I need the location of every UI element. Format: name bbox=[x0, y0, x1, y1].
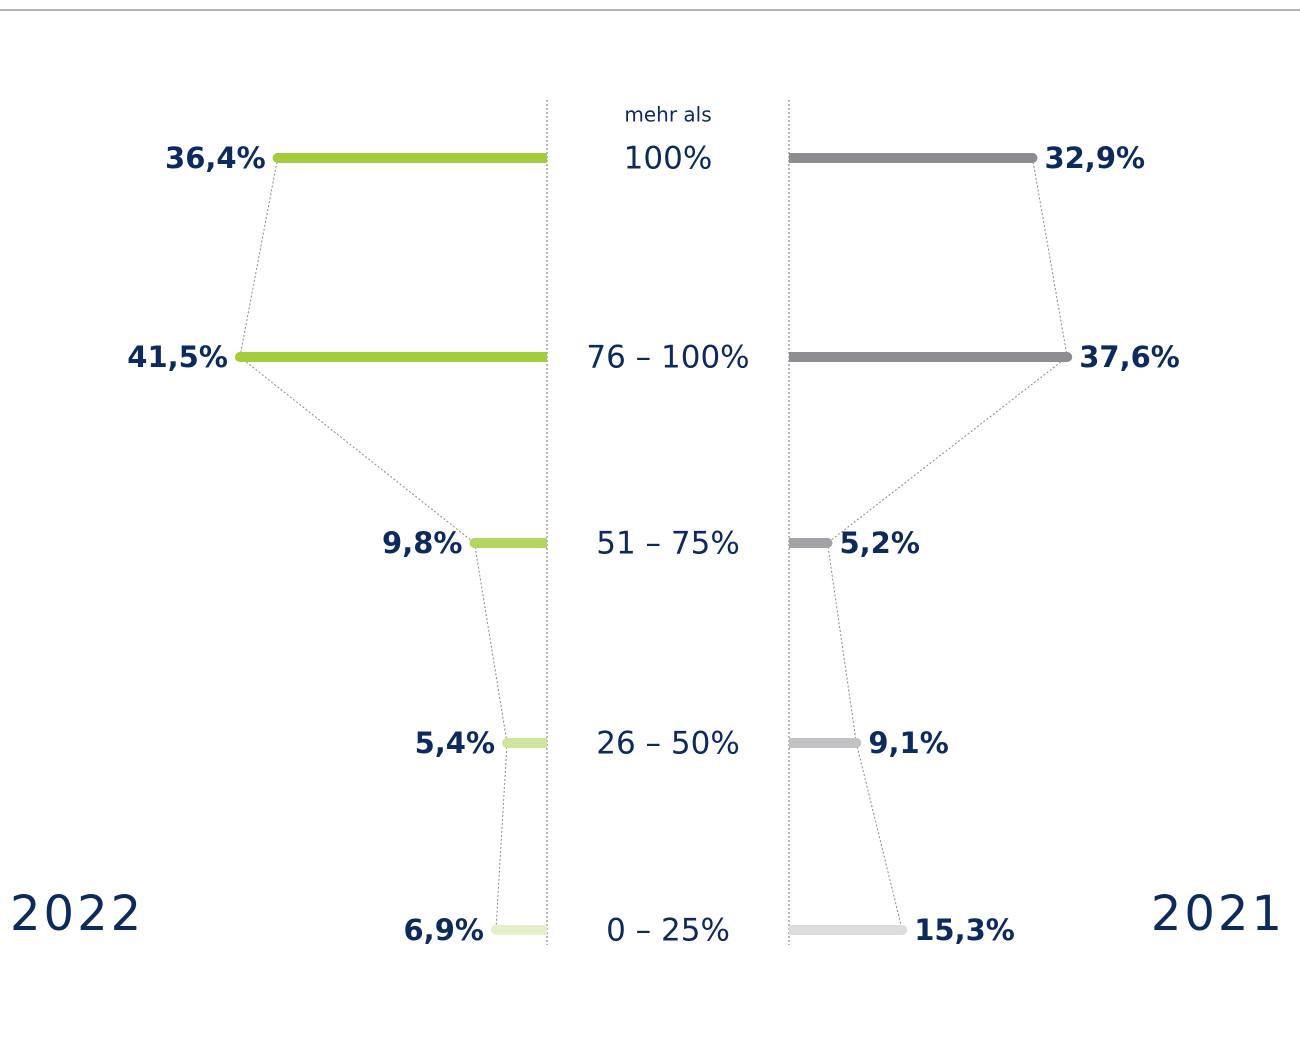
bar bbox=[272, 153, 547, 163]
bar-base bbox=[789, 925, 799, 935]
bar bbox=[490, 925, 547, 935]
bar bbox=[469, 538, 547, 548]
connector bbox=[239, 157, 279, 358]
connector bbox=[239, 356, 475, 544]
value-label: 9,1% bbox=[868, 726, 948, 760]
category-label: 100% bbox=[624, 141, 713, 177]
series-label: 2022 bbox=[10, 886, 144, 942]
value-label: 6,9% bbox=[404, 913, 484, 947]
category-label: 0 – 25% bbox=[606, 913, 730, 949]
value-label: 15,3% bbox=[914, 913, 1015, 947]
bar bbox=[234, 352, 547, 362]
connector bbox=[473, 542, 508, 744]
category-label: 51 – 75% bbox=[596, 526, 740, 562]
bar bbox=[789, 153, 1038, 163]
category-label: 26 – 50% bbox=[596, 726, 740, 762]
bar-base bbox=[789, 153, 799, 163]
bar bbox=[789, 538, 833, 548]
bar-base bbox=[789, 352, 799, 362]
value-label: 5,2% bbox=[839, 526, 919, 560]
bar-base bbox=[789, 538, 799, 548]
bar bbox=[502, 738, 547, 748]
value-label: 32,9% bbox=[1044, 141, 1145, 175]
value-label: 36,4% bbox=[165, 141, 266, 175]
connector bbox=[855, 742, 903, 931]
series-label: 2021 bbox=[1151, 886, 1285, 942]
bar-base bbox=[537, 925, 547, 935]
category-prefix: mehr als bbox=[624, 103, 711, 127]
connector bbox=[1031, 157, 1068, 358]
category-label: 76 – 100% bbox=[586, 340, 749, 376]
value-label: 41,5% bbox=[127, 340, 228, 374]
bar-base bbox=[537, 153, 547, 163]
connector bbox=[827, 356, 1068, 544]
connector bbox=[826, 542, 857, 744]
bar-base bbox=[789, 738, 799, 748]
bar-base bbox=[537, 738, 547, 748]
bar-base bbox=[537, 352, 547, 362]
bar-base bbox=[537, 538, 547, 548]
bar bbox=[789, 352, 1073, 362]
value-label: 5,4% bbox=[415, 726, 495, 760]
bar bbox=[789, 925, 908, 935]
value-label: 37,6% bbox=[1079, 340, 1180, 374]
connector bbox=[495, 742, 508, 931]
value-label: 9,8% bbox=[382, 526, 462, 560]
bar bbox=[789, 738, 862, 748]
